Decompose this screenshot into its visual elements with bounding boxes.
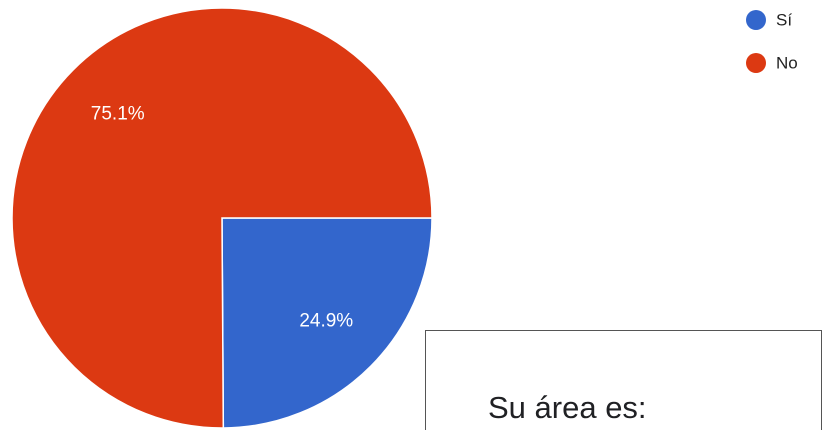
legend-label: No [776,53,798,72]
legend-swatch [746,53,766,73]
card-title: Su área es: [488,390,647,425]
legend-label: Sí [776,10,792,29]
legend-swatch [746,10,766,30]
slice-label: 75.1% [91,103,145,124]
slice-label: 24.9% [299,311,353,332]
pie-slice [11,7,433,429]
question-card [425,330,822,430]
pie-slice [221,217,433,429]
